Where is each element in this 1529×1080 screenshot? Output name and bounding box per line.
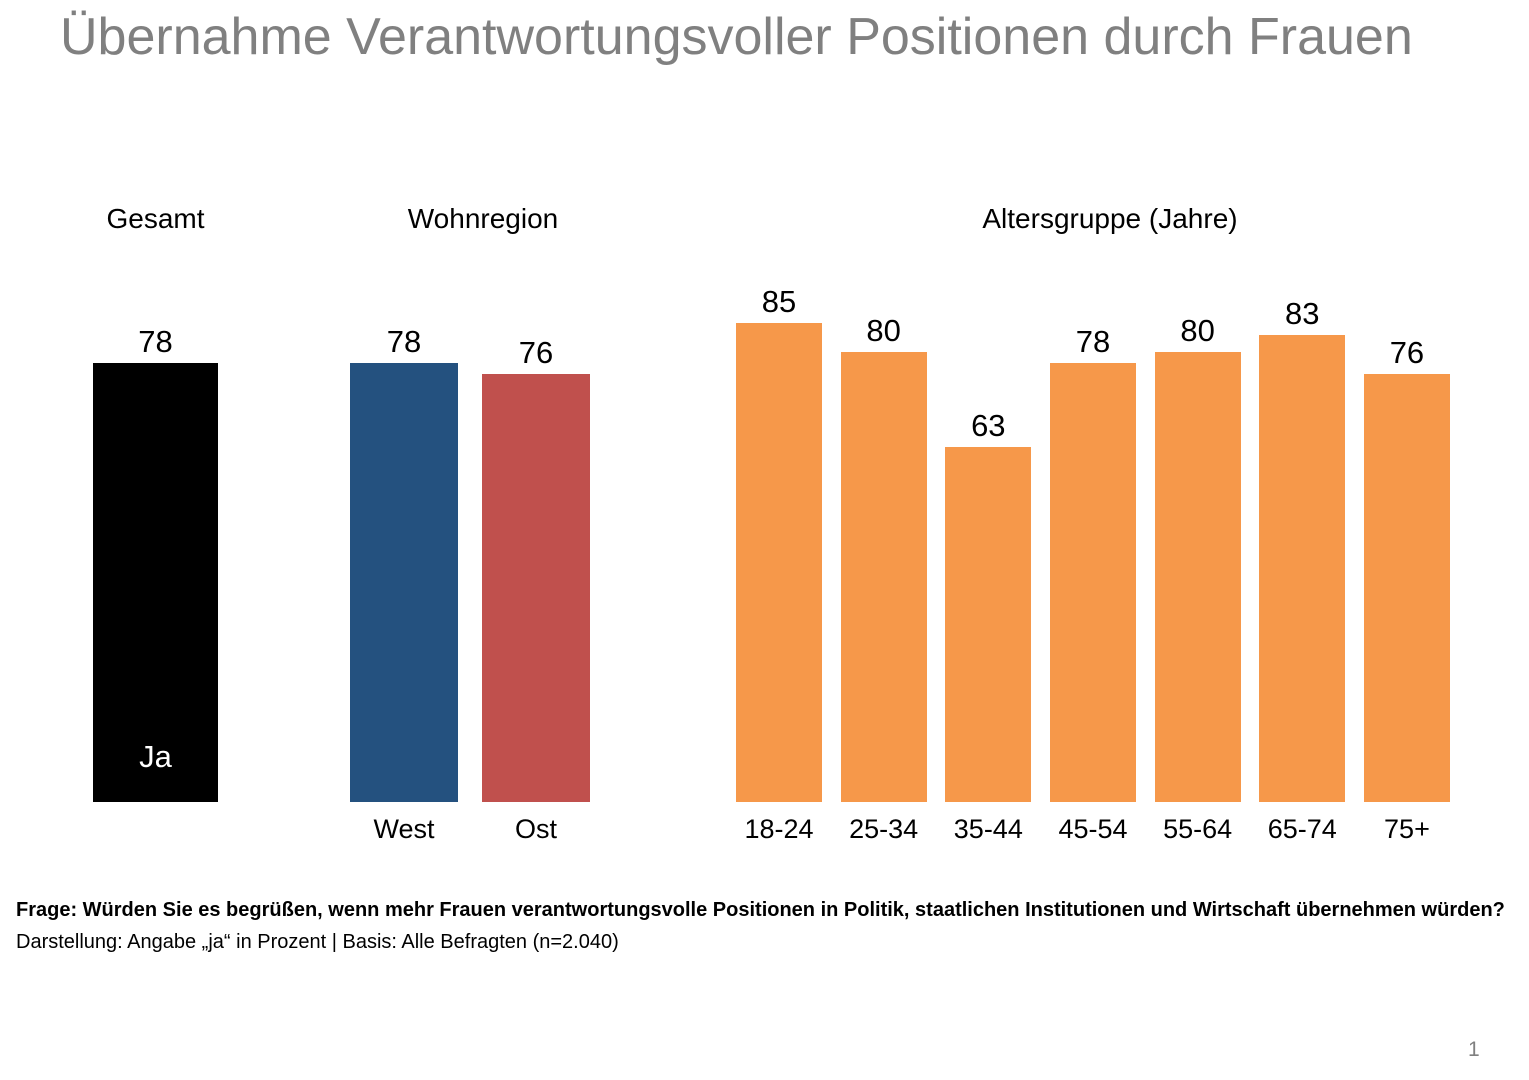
- page-number: 1: [1468, 1038, 1480, 1061]
- bar-category-label: 35-44: [953, 814, 1023, 844]
- bar-category-label: 18-24: [744, 814, 814, 844]
- bar-25-34: [840, 352, 927, 802]
- bar-value-label: 78: [386, 324, 422, 359]
- group-header-gesamt: Gesamt: [106, 203, 205, 234]
- bar-value-label: 76: [1389, 335, 1425, 370]
- bar-value-label: 63: [971, 408, 1006, 443]
- bar-cell-ost: 76 Ost: [482, 337, 590, 850]
- bar-cell-35-44: 63 35-44: [945, 408, 1032, 850]
- footnote-basis: Darstellung: Angabe „ja“ in Prozent | Ba…: [16, 931, 619, 953]
- bar-18-24: [736, 323, 822, 802]
- bar-category-label: West: [373, 814, 435, 844]
- bar-35-44: [945, 447, 1032, 802]
- bar-55-64: [1154, 352, 1241, 802]
- bar-west: [350, 363, 458, 802]
- bar-cell-25-34: 80 25-34: [840, 313, 927, 850]
- bar-value-label: 80: [866, 313, 901, 348]
- bar-cell-55-64: 80 55-64: [1154, 313, 1241, 850]
- bar-value-label: 83: [1285, 296, 1320, 331]
- bar-cell-ja: 78 Ja: [93, 326, 218, 850]
- footnote-question: Frage: Würden Sie es begrüßen, wenn mehr…: [16, 899, 1505, 921]
- bar-category-label: 55-64: [1163, 814, 1233, 844]
- footnote: Frage: Würden Sie es begrüßen, wenn mehr…: [16, 899, 1516, 954]
- group-header-wohnregion: Wohnregion: [407, 203, 559, 234]
- bar-group-gesamt: 78 Ja: [93, 260, 218, 850]
- bar-value-label: 78: [138, 324, 173, 359]
- bar-ost: [482, 374, 590, 802]
- bar-cell-west: 78 West: [350, 326, 458, 850]
- bar-group-altersgruppe: 85 18-24 80 25-34 63 35-44 78 45-54 80 55-64 83 65-…: [736, 260, 1450, 850]
- bar-value-label: 76: [518, 335, 554, 370]
- bar-category-label: 45-54: [1058, 814, 1128, 844]
- bar-group-wohnregion: 78 West 76 Ost: [350, 260, 590, 850]
- bar-category-label: Ost: [514, 814, 557, 844]
- bar-category-label: 65-74: [1267, 814, 1337, 844]
- bar-value-label: 80: [1180, 313, 1215, 348]
- bar-cell-45-54: 78 45-54: [1049, 324, 1136, 850]
- page-title: Übernahme Verantwortungsvoller Positione…: [60, 8, 1413, 66]
- bar-cell-75+: 76 75+: [1363, 335, 1450, 850]
- bar-inner-label: Ja: [139, 739, 172, 774]
- group-header-altersgruppe: Altersgruppe (Jahre): [982, 203, 1238, 234]
- bar-cell-18-24: 85 18-24: [736, 286, 822, 850]
- bar-cell-65-74: 83 65-74: [1259, 296, 1346, 850]
- bar-category-label: 25-34: [849, 814, 919, 844]
- bar-ja: Ja: [93, 363, 218, 802]
- bar-45-54: [1049, 363, 1136, 802]
- bar-value-label: 78: [1075, 324, 1111, 359]
- bar-65-74: [1259, 335, 1346, 802]
- bar-75+: [1363, 374, 1450, 802]
- bar-value-label: 85: [761, 284, 797, 319]
- bar-category-label: 75+: [1384, 814, 1430, 844]
